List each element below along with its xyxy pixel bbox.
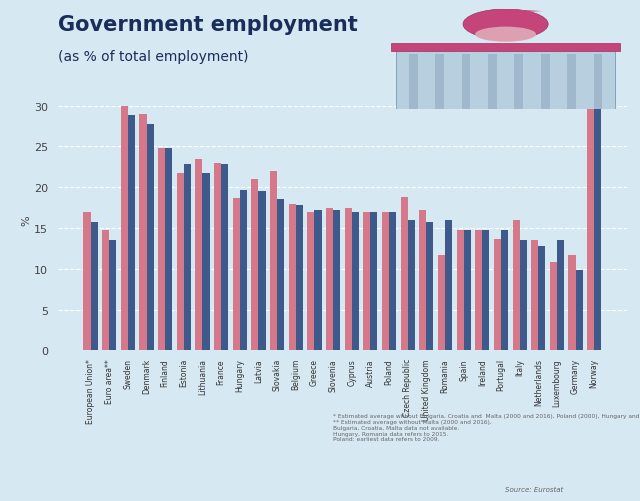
Bar — [371, 212, 378, 351]
Bar — [296, 206, 303, 351]
Bar — [438, 256, 445, 351]
Bar — [91, 222, 98, 351]
Bar — [594, 108, 602, 351]
Bar — [419, 210, 426, 351]
Bar — [259, 192, 266, 351]
Bar — [270, 171, 277, 351]
Bar — [568, 256, 575, 351]
Bar — [326, 208, 333, 351]
Text: Source: Eurostat: Source: Eurostat — [505, 486, 563, 492]
Bar — [389, 110, 622, 116]
Bar — [520, 241, 527, 351]
Bar — [202, 173, 209, 351]
Bar — [445, 220, 452, 351]
Bar — [541, 55, 550, 110]
Bar — [195, 159, 202, 351]
Text: (as % of total employment): (as % of total employment) — [58, 50, 248, 64]
Bar — [289, 204, 296, 351]
Bar — [461, 55, 470, 110]
Bar — [165, 149, 172, 351]
Bar — [352, 212, 359, 351]
Bar — [483, 231, 490, 351]
Y-axis label: %: % — [21, 215, 31, 226]
Text: * Estimated average without Bulgaria, Croatia and  Malta (2000 and 2016), Poland: * Estimated average without Bulgaria, Cr… — [333, 413, 640, 441]
Bar — [307, 212, 314, 351]
Bar — [550, 263, 557, 351]
Bar — [515, 55, 523, 110]
Bar — [408, 220, 415, 351]
Bar — [557, 241, 564, 351]
Bar — [538, 246, 545, 351]
Bar — [184, 165, 191, 351]
Bar — [121, 106, 128, 351]
Text: Government employment: Government employment — [58, 15, 357, 35]
Bar — [109, 241, 116, 351]
Bar — [488, 55, 497, 110]
Bar — [158, 149, 165, 351]
Bar — [128, 116, 135, 351]
Bar — [277, 200, 284, 351]
Bar — [364, 212, 371, 351]
Bar — [456, 230, 463, 351]
Bar — [476, 231, 483, 351]
Bar — [567, 55, 576, 110]
Bar — [333, 210, 340, 351]
Bar — [587, 106, 594, 351]
Bar — [426, 222, 433, 351]
Ellipse shape — [475, 28, 536, 43]
Bar — [494, 239, 501, 351]
Bar — [240, 190, 247, 351]
Bar — [214, 163, 221, 351]
Bar — [594, 55, 602, 110]
Bar — [513, 220, 520, 351]
Bar — [147, 124, 154, 351]
Bar — [384, 116, 627, 122]
Polygon shape — [506, 10, 542, 14]
Bar — [102, 231, 109, 351]
Bar — [409, 55, 417, 110]
Bar — [140, 115, 147, 351]
Bar — [233, 198, 240, 351]
Bar — [435, 55, 444, 110]
Bar — [401, 197, 408, 351]
Bar — [83, 212, 91, 351]
Bar — [344, 208, 352, 351]
Bar — [382, 212, 389, 351]
Bar — [396, 50, 615, 110]
Bar — [463, 231, 471, 351]
Bar — [221, 165, 228, 351]
Bar — [389, 212, 396, 351]
Bar — [391, 44, 620, 52]
Bar — [177, 173, 184, 351]
Bar — [314, 210, 321, 351]
Bar — [252, 180, 259, 351]
Ellipse shape — [463, 10, 548, 40]
Bar — [531, 241, 538, 351]
Bar — [501, 231, 508, 351]
Bar — [575, 271, 582, 351]
